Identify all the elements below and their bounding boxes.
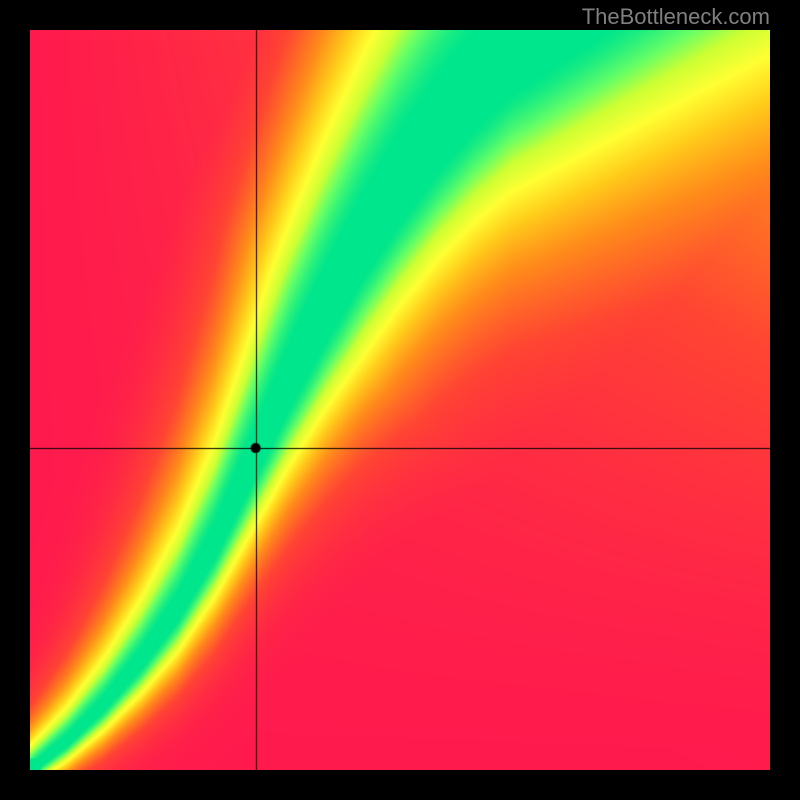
heatmap-canvas xyxy=(30,30,770,770)
chart-container: TheBottleneck.com xyxy=(0,0,800,800)
watermark: TheBottleneck.com xyxy=(582,4,770,30)
